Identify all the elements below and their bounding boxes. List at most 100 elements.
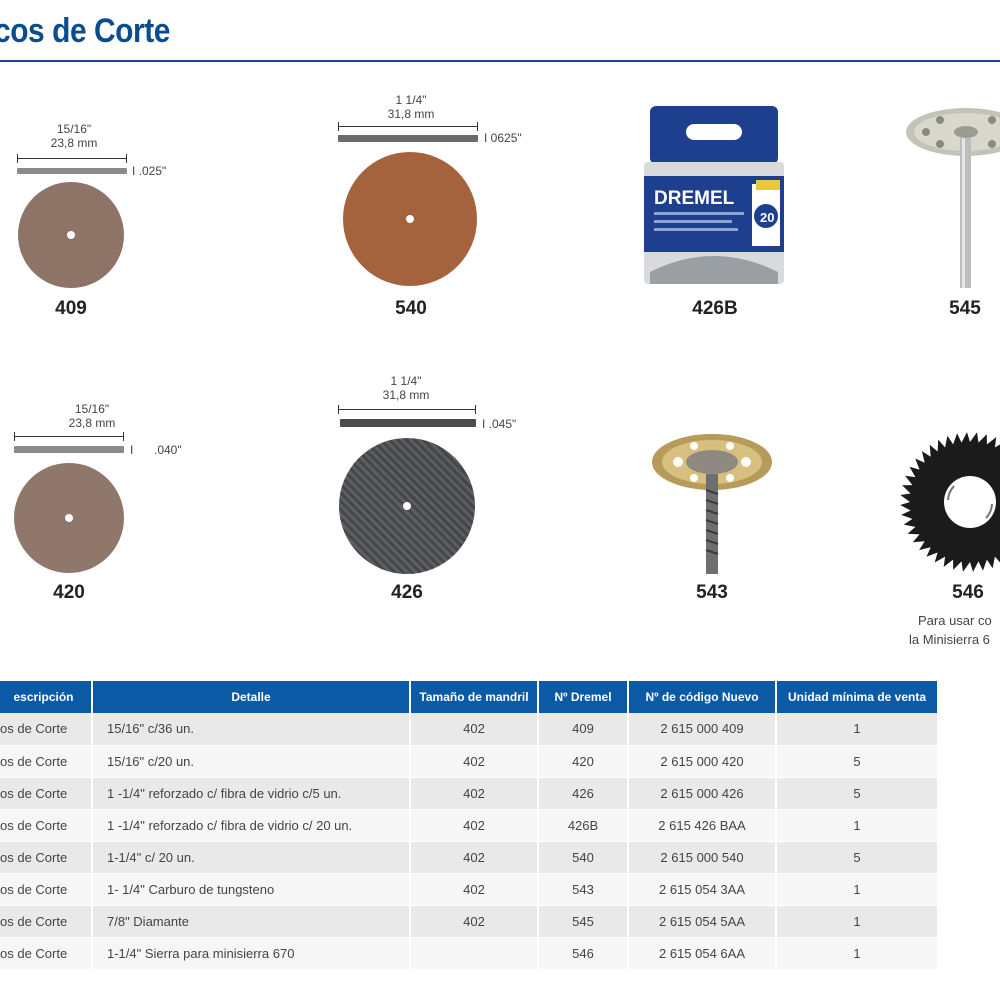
cell-descripcion: os de Corte <box>0 777 93 810</box>
thickness-value-409: .025" <box>138 164 167 178</box>
cell-unidad: 1 <box>776 937 939 970</box>
label-540: 540 <box>395 298 427 319</box>
cell-descripcion: os de Corte <box>0 873 93 906</box>
table-row: os de Corte 1-1/4" c/ 20 un. 402 540 2 615 0… <box>0 841 939 874</box>
disc-hole-426 <box>403 502 411 510</box>
cell-detalle: 1 -1/4" reforzado c/ fibra de vidrio c/ … <box>92 809 411 842</box>
cell-unidad: 1 <box>776 809 939 842</box>
disc-edge-420 <box>14 446 124 453</box>
title-divider <box>0 60 1000 62</box>
dimension-line-426 <box>338 405 476 414</box>
saw-blade-image-546 <box>900 432 1000 572</box>
header-descripcion: escripción <box>0 681 93 713</box>
cell-dremel: 426 <box>538 777 629 810</box>
cell-descripcion: os de Corte <box>0 809 93 842</box>
cell-descripcion: os de Corte <box>0 713 93 746</box>
note-line-2: la Minisierra 6 <box>909 632 990 647</box>
cell-unidad: 5 <box>776 777 939 810</box>
thickness-value-426: .045" <box>488 417 517 431</box>
cell-mandril: 402 <box>410 777 539 810</box>
dim-mm-540: 31,8 mm <box>387 107 435 121</box>
table-row: os de Corte 1 -1/4" reforzado c/ fibra de… <box>0 809 939 842</box>
cell-unidad: 1 <box>776 873 939 906</box>
thickness-409: I .025" <box>132 164 167 178</box>
thickness-value-420: .040" <box>154 443 182 457</box>
cell-dremel: 409 <box>538 713 629 746</box>
cell-descripcion: os de Corte <box>0 745 93 778</box>
note-line-1: Para usar co <box>918 613 992 628</box>
table-row: os de Corte 1 -1/4" reforzado c/ fibra de… <box>0 777 939 810</box>
disc-edge-426 <box>340 419 476 427</box>
cell-dremel: 420 <box>538 745 629 778</box>
cell-unidad: 1 <box>776 713 939 746</box>
cell-detalle: 1 -1/4" reforzado c/ fibra de vidrio c/5… <box>92 777 411 810</box>
cell-descripcion: os de Corte <box>0 937 93 970</box>
label-426: 426 <box>391 582 423 603</box>
cell-mandril: 402 <box>410 905 539 938</box>
cell-descripcion: os de Corte <box>0 905 93 938</box>
thickness-540: I 0625" <box>484 131 522 145</box>
cell-mandril <box>410 937 539 970</box>
dimension-line-409 <box>17 154 127 163</box>
dimension-line-540 <box>338 122 478 131</box>
dim-inch-540: 1 1/4" <box>395 93 427 107</box>
table-body: os de Corte 15/16" c/36 un. 402 409 2 615 00… <box>0 713 939 970</box>
disc-hole-409 <box>67 231 75 239</box>
thickness-value-540: 0625" <box>490 131 522 145</box>
cell-mandril: 402 <box>410 745 539 778</box>
cell-dremel: 426B <box>538 809 629 842</box>
header-detalle: Detalle <box>92 681 411 713</box>
spec-table: escripción Detalle Tamaño de mandril Nº … <box>0 681 939 970</box>
cell-unidad: 5 <box>776 745 939 778</box>
dimension-line-420 <box>14 432 124 441</box>
cell-codigo: 2 615 054 3AA <box>628 873 777 906</box>
cell-detalle: 1-1/4" c/ 20 un. <box>92 841 411 874</box>
dim-inch-426: 1 1/4" <box>390 374 422 388</box>
cell-dremel: 540 <box>538 841 629 874</box>
dim-mm-420: 23,8 mm <box>68 416 116 430</box>
header-unidad: Unidad mínima de venta <box>776 681 939 713</box>
dim-inch-420: 15/16" <box>74 402 110 416</box>
thickness-426: I .045" <box>482 417 517 431</box>
disc-edge-409 <box>17 168 127 174</box>
cell-codigo: 2 615 054 5AA <box>628 905 777 938</box>
label-409: 409 <box>55 298 87 319</box>
dim-inch-409: 15/16" <box>56 122 92 136</box>
cell-detalle: 1- 1/4" Carburo de tungsteno <box>92 873 411 906</box>
header-dremel: Nº Dremel <box>538 681 629 713</box>
cell-detalle: 1-1/4" Sierra para minisierra 670 <box>92 937 411 970</box>
thickness-420: I .040" <box>130 443 182 457</box>
cell-dremel: 545 <box>538 905 629 938</box>
diamond-wheel-image-545 <box>906 108 1000 288</box>
table-row: os de Corte 15/16" c/20 un. 402 420 2 615 00… <box>0 745 939 778</box>
disc-hole-420 <box>65 514 73 522</box>
brand-logo-text: DREMEL <box>654 188 735 209</box>
cell-codigo: 2 615 054 6AA <box>628 937 777 970</box>
header-mandril: Tamaño de mandril <box>410 681 539 713</box>
table-row: os de Corte 7/8" Diamante 402 545 2 615 054 … <box>0 905 939 938</box>
dim-mm-426: 31,8 mm <box>382 388 430 402</box>
disc-hole-540 <box>406 215 414 223</box>
dim-mm-409: 23,8 mm <box>50 136 98 150</box>
label-543: 543 <box>696 582 728 603</box>
table-row: os de Corte 15/16" c/36 un. 402 409 2 615 00… <box>0 713 939 746</box>
label-426B: 426B <box>692 298 738 319</box>
table-row: os de Corte 1-1/4" Sierra para minisierra… <box>0 937 939 970</box>
cell-descripcion: os de Corte <box>0 841 93 874</box>
disc-edge-540 <box>338 135 478 142</box>
cell-codigo: 2 615 000 540 <box>628 841 777 874</box>
carbide-wheel-image-543 <box>652 434 772 574</box>
cell-detalle: 15/16" c/20 un. <box>92 745 411 778</box>
cell-detalle: 7/8" Diamante <box>92 905 411 938</box>
header-codigo: Nº de código Nuevo <box>628 681 777 713</box>
cell-codigo: 2 615 000 420 <box>628 745 777 778</box>
cell-codigo: 2 615 000 426 <box>628 777 777 810</box>
cell-mandril: 402 <box>410 841 539 874</box>
table-row: os de Corte 1- 1/4" Carburo de tungsteno 4… <box>0 873 939 906</box>
cell-unidad: 5 <box>776 841 939 874</box>
cell-codigo: 2 615 000 409 <box>628 713 777 746</box>
cell-mandril: 402 <box>410 809 539 842</box>
label-545: 545 <box>949 298 981 319</box>
label-546: 546 <box>952 582 984 603</box>
cell-mandril: 402 <box>410 873 539 906</box>
